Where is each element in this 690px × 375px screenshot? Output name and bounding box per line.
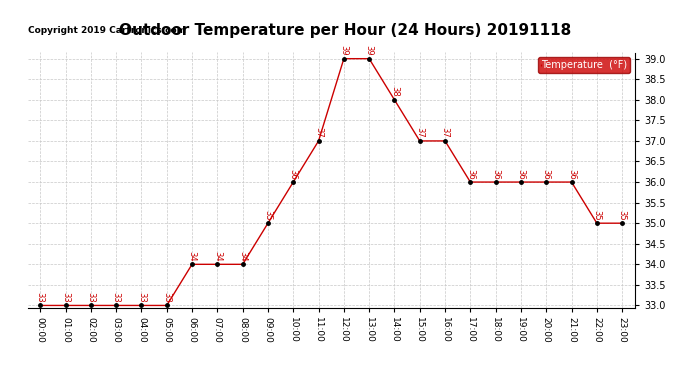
Text: 37: 37 (440, 128, 450, 138)
Text: 36: 36 (542, 168, 551, 179)
Text: 33: 33 (112, 292, 121, 303)
Text: 37: 37 (415, 128, 424, 138)
Text: 34: 34 (238, 251, 247, 261)
Text: 33: 33 (61, 292, 70, 303)
Text: Outdoor Temperature per Hour (24 Hours) 20191118: Outdoor Temperature per Hour (24 Hours) … (119, 22, 571, 38)
Text: 36: 36 (491, 168, 500, 179)
Text: 39: 39 (364, 45, 374, 56)
Text: 39: 39 (339, 45, 348, 56)
Text: 34: 34 (213, 251, 222, 261)
Text: 33: 33 (162, 292, 171, 303)
Text: 37: 37 (314, 128, 323, 138)
Text: 33: 33 (137, 292, 146, 303)
Text: 34: 34 (188, 251, 197, 261)
Text: 36: 36 (567, 168, 576, 179)
Text: Copyright 2019 Cartronics.com: Copyright 2019 Cartronics.com (28, 26, 186, 35)
Text: 35: 35 (592, 210, 602, 220)
Text: 35: 35 (618, 210, 627, 220)
Text: 36: 36 (516, 168, 526, 179)
Text: 38: 38 (390, 86, 399, 97)
Text: 33: 33 (36, 292, 45, 303)
Text: 36: 36 (288, 168, 298, 179)
Text: 35: 35 (264, 210, 273, 220)
Text: 36: 36 (466, 168, 475, 179)
Legend: Temperature  (°F): Temperature (°F) (538, 57, 630, 73)
Text: 33: 33 (86, 292, 95, 303)
